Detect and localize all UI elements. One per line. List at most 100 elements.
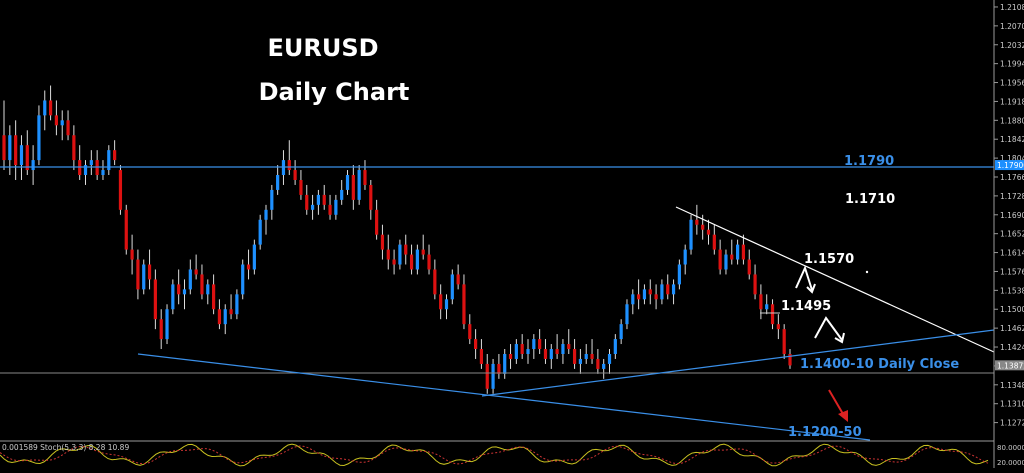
candle	[712, 224, 716, 255]
candle	[217, 299, 222, 330]
candle-body-bull	[31, 160, 35, 171]
candle	[206, 279, 210, 305]
price-tick-label: 1.15000	[1000, 305, 1024, 314]
candle	[695, 204, 699, 235]
candle-body-bull	[89, 160, 93, 166]
candle	[741, 234, 746, 265]
candle	[147, 249, 152, 290]
projection-arrow-down-red	[828, 389, 848, 422]
candle	[747, 249, 751, 280]
candle	[415, 244, 419, 275]
candle-body-bull	[264, 209, 268, 220]
candle	[788, 349, 792, 369]
candle	[118, 165, 123, 215]
candle	[14, 120, 18, 180]
candle	[194, 254, 198, 280]
candle-body-bull	[182, 289, 187, 295]
candle-body-bull	[101, 170, 105, 176]
candle	[60, 110, 64, 141]
candle-body-bull	[83, 165, 88, 176]
price-axis: 1.21080 1.20700 1.20320 1.19940 1.19560 1.191…	[994, 3, 1024, 428]
candle	[718, 239, 722, 275]
candle	[724, 249, 728, 275]
candle-body-bull	[671, 284, 676, 295]
candle	[334, 194, 338, 220]
candle	[677, 259, 681, 290]
candle	[113, 140, 117, 166]
candle-body-bear	[468, 324, 472, 340]
candle-body-bear	[473, 339, 478, 350]
candle	[648, 279, 652, 305]
stochastic-oscillator	[0, 443, 989, 467]
candle-body-bull	[660, 284, 664, 300]
candle	[625, 299, 629, 330]
candle	[363, 160, 367, 190]
candle-body-bear	[246, 264, 251, 270]
candle	[456, 264, 460, 290]
candle-body-bear	[433, 269, 437, 295]
candle-body-bear	[287, 160, 291, 171]
candle-body-bear	[427, 254, 431, 270]
candle	[229, 294, 233, 320]
candle	[631, 289, 635, 315]
candle-body-bull	[60, 120, 64, 126]
candle	[276, 165, 280, 195]
candle-body-bull	[19, 145, 24, 166]
candle	[241, 259, 245, 300]
candle-body-bull	[241, 264, 245, 295]
candle	[159, 309, 163, 350]
candle-body-bear	[718, 249, 722, 270]
candle	[619, 319, 623, 345]
candle-body-bull	[276, 175, 280, 190]
candle-body-bear	[782, 329, 786, 354]
candle-body-bear	[695, 219, 699, 225]
candle-body-bear	[753, 274, 757, 295]
candle-body-bull	[171, 284, 175, 310]
candle-body-bear	[194, 269, 198, 275]
candle-body-bear	[363, 170, 367, 185]
current-price-label: 1.13872	[997, 361, 1024, 370]
candle-body-bear	[328, 204, 332, 215]
candle-body-bull	[526, 349, 530, 354]
candle-body-bear	[229, 309, 233, 315]
candle-body-bull	[631, 294, 635, 305]
candle	[666, 274, 670, 300]
price-tick-label: 1.15760	[1000, 267, 1024, 276]
candle-body-bull	[107, 150, 111, 171]
candle-body-bull	[316, 194, 321, 205]
price-tick-label: 1.13480	[1000, 381, 1024, 390]
candle-body-bear	[666, 284, 670, 295]
candle	[130, 234, 134, 275]
candle-body-bear	[590, 353, 594, 359]
lower-channel-line	[137, 353, 871, 441]
candle	[508, 344, 513, 369]
candle-body-bull	[613, 339, 617, 354]
candle-body-bull	[503, 353, 507, 374]
candle	[444, 294, 449, 320]
candle-body-bear	[508, 353, 513, 359]
candles-group	[2, 85, 792, 394]
candle	[555, 334, 559, 359]
candle-body-bear	[759, 294, 763, 310]
candle	[264, 204, 268, 235]
candle-body-bear	[153, 279, 157, 320]
level-label-1495: 1.1495	[781, 299, 831, 314]
price-tick-label: 1.19940	[1000, 60, 1024, 69]
candle	[136, 249, 140, 300]
candle	[462, 274, 466, 330]
candle-body-bear	[706, 229, 711, 235]
candle-body-bear	[567, 344, 571, 350]
candle-body-bull	[549, 349, 553, 359]
projection-arrow-upper	[795, 265, 816, 294]
candle-body-bear	[159, 319, 163, 340]
candle-body-bear	[497, 363, 501, 374]
candle	[340, 179, 344, 205]
candle	[596, 349, 600, 374]
candle-body-bear	[118, 170, 123, 210]
candle-body-bull	[765, 304, 769, 310]
candle-body-bear	[200, 274, 204, 295]
candle	[654, 284, 658, 310]
candle	[165, 304, 169, 345]
candle-body-bear	[701, 224, 705, 230]
candle-body-bear	[637, 294, 641, 300]
